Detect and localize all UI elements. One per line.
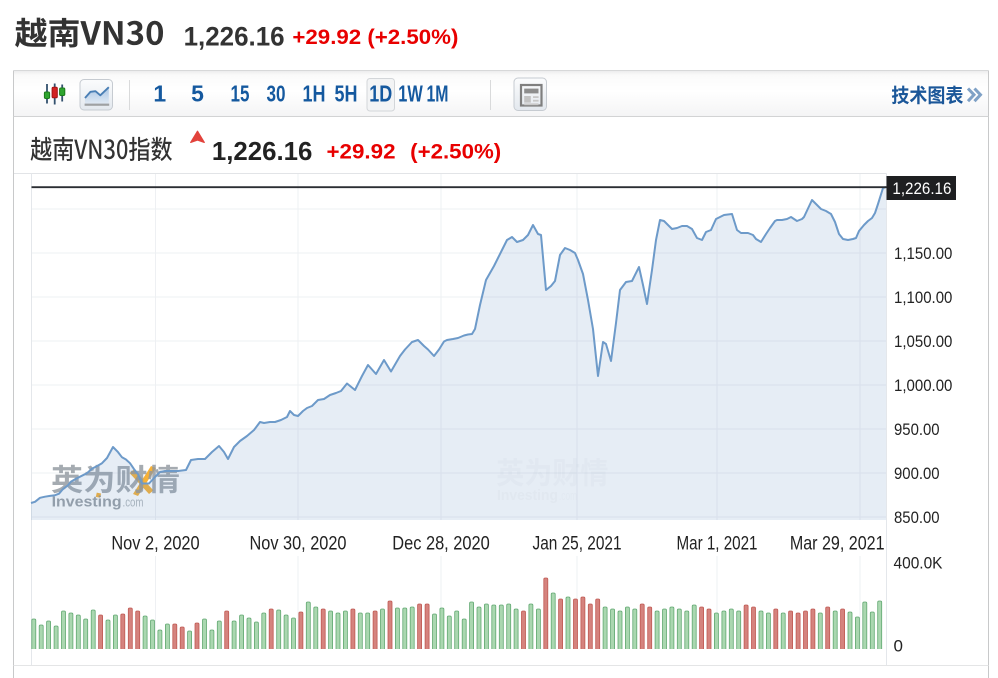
svg-text:1,000.00: 1,000.00	[894, 376, 952, 395]
svg-text:Investing: Investing	[497, 487, 558, 504]
svg-text:1H: 1H	[303, 81, 326, 107]
svg-text:950.00: 950.00	[894, 420, 940, 439]
svg-text:1M: 1M	[427, 81, 449, 107]
svg-text:1,150.00: 1,150.00	[894, 244, 952, 263]
svg-text:1,100.00: 1,100.00	[894, 288, 952, 307]
svg-text:400.0K: 400.0K	[894, 554, 944, 573]
svg-text:Mar 29, 2021: Mar 29, 2021	[790, 533, 885, 554]
svg-text:Jan 25, 2021: Jan 25, 2021	[533, 533, 622, 554]
svg-text:1: 1	[153, 81, 166, 107]
svg-text:1W: 1W	[398, 81, 423, 107]
svg-text:0: 0	[894, 637, 903, 656]
svg-text:Nov 2, 2020: Nov 2, 2020	[111, 533, 199, 554]
svg-text:+29.92 (+2.50%): +29.92 (+2.50%)	[292, 25, 458, 49]
svg-text:5H: 5H	[335, 81, 358, 107]
svg-text:900.00: 900.00	[894, 464, 940, 483]
svg-text:Investing: Investing	[52, 494, 122, 511]
svg-text:5: 5	[191, 81, 204, 107]
svg-text:15: 15	[231, 81, 250, 107]
svg-text:Dec 28, 2020: Dec 28, 2020	[392, 533, 490, 554]
svg-text:850.00: 850.00	[894, 508, 940, 527]
svg-text:30: 30	[267, 81, 286, 107]
svg-text:.com: .com	[123, 495, 144, 510]
svg-text:1,226.16: 1,226.16	[892, 180, 951, 198]
svg-text:Nov 30, 2020: Nov 30, 2020	[250, 533, 347, 554]
svg-text:1,226.16: 1,226.16	[184, 22, 285, 52]
svg-text:1D: 1D	[369, 81, 392, 107]
svg-text:1,050.00: 1,050.00	[894, 332, 952, 351]
svg-text:1,226.16: 1,226.16	[212, 136, 313, 166]
svg-text:(+2.50%): (+2.50%)	[410, 140, 501, 164]
svg-text:.com: .com	[559, 488, 577, 503]
svg-text:+29.92: +29.92	[327, 140, 396, 164]
svg-text:Mar 1, 2021: Mar 1, 2021	[677, 533, 758, 554]
